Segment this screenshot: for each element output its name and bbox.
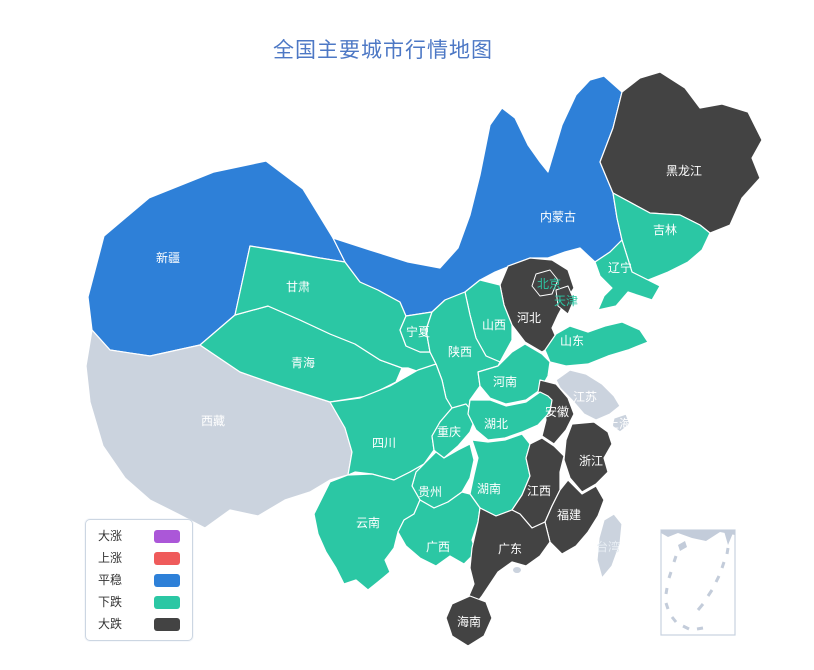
label-chongqing: 重庆 bbox=[437, 425, 461, 439]
label-guizhou: 贵州 bbox=[418, 485, 442, 499]
legend-item-dadie[interactable]: 大跌 bbox=[98, 617, 180, 631]
region-liaoning[interactable] bbox=[594, 239, 661, 311]
label-jiangsu: 江苏 bbox=[573, 390, 597, 404]
region-hubei[interactable] bbox=[467, 391, 553, 441]
legend-label-xiadie: 下跌 bbox=[98, 595, 123, 609]
inset-island bbox=[678, 541, 687, 551]
region-jiangsu[interactable] bbox=[555, 369, 621, 421]
label-henan: 河南 bbox=[493, 374, 517, 389]
label-hebei: 河北 bbox=[517, 311, 541, 325]
label-hubei: 湖北 bbox=[484, 416, 508, 431]
label-zhejiang: 浙江 bbox=[579, 454, 603, 468]
label-sichuan: 四川 bbox=[372, 436, 396, 450]
label-neimenggu: 内蒙古 bbox=[540, 209, 576, 224]
label-liaoning: 辽宁 bbox=[608, 260, 632, 275]
label-beijing: 北京 bbox=[537, 277, 561, 291]
label-guangxi: 广西 bbox=[426, 540, 450, 554]
legend-label-shangzhang: 上涨 bbox=[98, 551, 123, 565]
legend-item-xiadie[interactable]: 下跌 bbox=[98, 595, 180, 609]
region-guangdong[interactable] bbox=[467, 507, 551, 607]
region-yunnan[interactable] bbox=[313, 463, 425, 591]
label-shanxi: 山西 bbox=[482, 318, 506, 332]
label-qinghai: 青海 bbox=[291, 355, 315, 370]
region-hongkong[interactable] bbox=[512, 566, 522, 574]
legend-swatch-shangzhang[interactable] bbox=[154, 551, 180, 565]
label-tianjin: 天津 bbox=[554, 294, 578, 308]
label-jiangxi: 江西 bbox=[527, 484, 551, 498]
legend-label-dazhang: 大涨 bbox=[98, 529, 123, 543]
label-jilin: 吉林 bbox=[653, 223, 677, 237]
label-shaanxi: 陕西 bbox=[448, 344, 472, 359]
south-china-sea-inset bbox=[660, 529, 736, 636]
label-ningxia: 宁夏 bbox=[406, 324, 430, 339]
page-title: 全国主要城市行情地图 bbox=[273, 38, 493, 62]
label-fujian: 福建 bbox=[557, 507, 581, 522]
label-heilongjiang: 黑龙江 bbox=[666, 164, 702, 178]
region-henan[interactable] bbox=[477, 343, 551, 405]
inset-coastline bbox=[661, 530, 735, 541]
legend-label-dadie: 大跌 bbox=[98, 617, 123, 631]
label-shandong: 山东 bbox=[560, 334, 584, 348]
inset-dash-line bbox=[664, 547, 730, 631]
region-hainan[interactable] bbox=[445, 595, 493, 647]
region-shanghai[interactable] bbox=[611, 413, 631, 433]
region-shandong[interactable] bbox=[544, 321, 649, 367]
region-guangxi[interactable] bbox=[397, 491, 481, 567]
region-neimenggu[interactable] bbox=[332, 75, 623, 317]
legend-swatch-pingwen[interactable] bbox=[154, 573, 180, 587]
label-gansu: 甘肃 bbox=[286, 280, 310, 294]
legend-label-pingwen: 平稳 bbox=[98, 573, 123, 587]
legend-item-pingwen[interactable]: 平稳 bbox=[98, 573, 180, 587]
region-taiwan[interactable] bbox=[596, 513, 623, 579]
legend: 大涨 上涨 平稳 下跌 大跌 bbox=[85, 519, 193, 641]
label-hunan: 湖南 bbox=[477, 481, 501, 496]
region-tianjin[interactable] bbox=[555, 285, 575, 315]
label-xinjiang: 新疆 bbox=[156, 250, 180, 265]
legend-item-shangzhang[interactable]: 上涨 bbox=[98, 551, 180, 565]
label-shanghai: 上海 bbox=[607, 416, 631, 431]
label-taiwan: 台湾 bbox=[596, 539, 620, 554]
legend-swatch-xiadie[interactable] bbox=[154, 595, 180, 609]
label-guangdong: 广东 bbox=[498, 542, 522, 556]
label-yunnan: 云南 bbox=[356, 515, 380, 530]
region-fujian[interactable] bbox=[544, 479, 605, 555]
legend-swatch-dadie[interactable] bbox=[154, 617, 180, 631]
legend-swatch-dazhang[interactable] bbox=[154, 529, 180, 543]
label-anhui: 安徽 bbox=[545, 404, 569, 419]
label-xizang: 西藏 bbox=[201, 414, 225, 428]
region-beijing[interactable] bbox=[531, 269, 559, 297]
legend-item-dazhang[interactable]: 大涨 bbox=[98, 529, 180, 543]
label-hainan: 海南 bbox=[457, 614, 481, 629]
inset-island bbox=[724, 531, 733, 545]
